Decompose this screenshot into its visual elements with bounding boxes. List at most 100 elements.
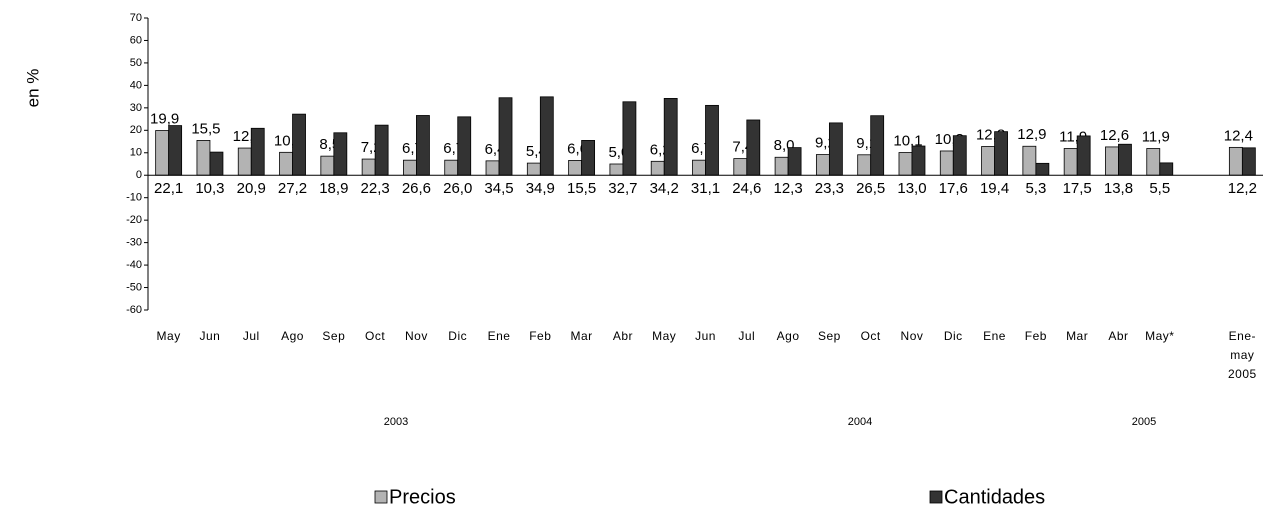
bar: [320, 155, 335, 176]
x-tick-label: May*: [1145, 329, 1175, 343]
bar: [828, 122, 843, 176]
x-tick-label: Sep: [817, 329, 841, 343]
x-tick-label: Abr: [612, 329, 633, 343]
x-tick-label: Jun: [695, 329, 716, 343]
value-label: 10,1: [893, 133, 922, 150]
y-tick-label: 0: [136, 169, 142, 181]
bar: [787, 147, 802, 176]
value-label: 26,5: [856, 180, 885, 197]
value-label: 12,9: [1017, 126, 1046, 143]
value-label: 12,3: [773, 180, 802, 197]
x-tick-label: Dic: [448, 329, 468, 343]
x-tick-label: Ago: [776, 329, 800, 343]
bar: [898, 152, 913, 176]
x-tick-label: Abr: [1108, 329, 1129, 343]
x-tick-label: Ene: [487, 329, 511, 343]
year-label: 2003: [384, 416, 408, 428]
x-tick-label: Ago: [281, 329, 304, 343]
bar: [568, 160, 583, 176]
bar: [1022, 145, 1037, 176]
bar: [581, 140, 596, 176]
value-label: 13,0: [897, 180, 926, 197]
bar: [1146, 148, 1161, 176]
value-label: 34,2: [650, 180, 679, 197]
bar: [209, 151, 224, 176]
bar: [444, 159, 459, 176]
bar: [746, 119, 761, 176]
bar: [1241, 147, 1256, 176]
y-tick-label: 20: [130, 124, 142, 136]
value-label: 22,1: [154, 180, 183, 197]
x-tick-label: Jul: [738, 329, 756, 343]
bar: [1105, 146, 1119, 176]
legend-swatch: [929, 490, 943, 504]
bar: [650, 160, 665, 176]
bar: [870, 115, 885, 176]
bar: [498, 97, 513, 176]
x-tick-label: May: [156, 329, 181, 343]
bar: [237, 147, 252, 176]
x-tick-label: Jul: [242, 329, 260, 343]
bar: [155, 130, 170, 176]
value-label: 27,2: [278, 180, 307, 197]
bar: [857, 154, 872, 176]
bar: [994, 131, 1008, 176]
value-label: 15,5: [567, 180, 596, 197]
y-tick-label: 60: [130, 34, 142, 46]
value-label: 23,3: [815, 180, 844, 197]
x-tick-label: May: [652, 329, 677, 343]
value-label: 20,9: [237, 180, 266, 197]
bar: [485, 160, 500, 176]
y-tick-label: -50: [126, 281, 142, 293]
bar: [539, 96, 554, 176]
y-tick-label: 30: [130, 102, 142, 114]
value-label: 32,7: [608, 180, 637, 197]
value-label: 31,1: [691, 180, 720, 197]
y-tick-label: 10: [130, 147, 142, 159]
bar: [1159, 162, 1174, 176]
bar: [981, 146, 995, 176]
bar: [952, 135, 967, 176]
bar: [1228, 146, 1243, 176]
value-label: 34,5: [484, 180, 513, 197]
x-tick-label: Ene: [983, 329, 1006, 343]
value-label: 19,4: [980, 180, 1009, 197]
bar: [416, 115, 430, 176]
bar: [609, 163, 624, 176]
value-label: 22,3: [361, 180, 390, 197]
y-tick-label: -20: [126, 214, 142, 226]
x-tick-label: Feb: [529, 329, 552, 343]
bar: [374, 124, 389, 176]
x-tick-label: Jun: [199, 329, 221, 343]
value-label: 12,6: [1100, 127, 1129, 144]
value-label: 15,5: [191, 120, 220, 137]
value-label: 5,3: [1025, 180, 1046, 197]
bar: [1118, 143, 1132, 176]
value-label: 26,0: [443, 180, 472, 197]
bar: [250, 127, 265, 176]
value-label: 5,5: [1149, 180, 1170, 197]
bar: [1063, 148, 1078, 176]
x-tick-label: Nov: [900, 329, 924, 343]
bar: [622, 101, 637, 176]
bar: [733, 158, 748, 176]
value-label: 12,4: [1224, 127, 1253, 144]
x-tick-label: Mar: [570, 329, 593, 343]
bar: [815, 154, 830, 176]
bar: [279, 151, 293, 176]
value-label: 12,2: [1228, 180, 1257, 197]
y-tick-label: -30: [126, 237, 142, 249]
bar: [774, 156, 789, 176]
value-label: 13,8: [1104, 180, 1133, 197]
bar: [333, 132, 348, 176]
legend-swatch: [374, 490, 388, 504]
y-tick-label: -40: [126, 259, 142, 271]
x-tick-label: Feb: [1024, 329, 1047, 343]
y-tick-label: -10: [126, 192, 142, 204]
value-label: 34,9: [526, 180, 555, 197]
bar: [663, 98, 678, 176]
bar: [692, 159, 706, 176]
bar: [1035, 162, 1050, 176]
